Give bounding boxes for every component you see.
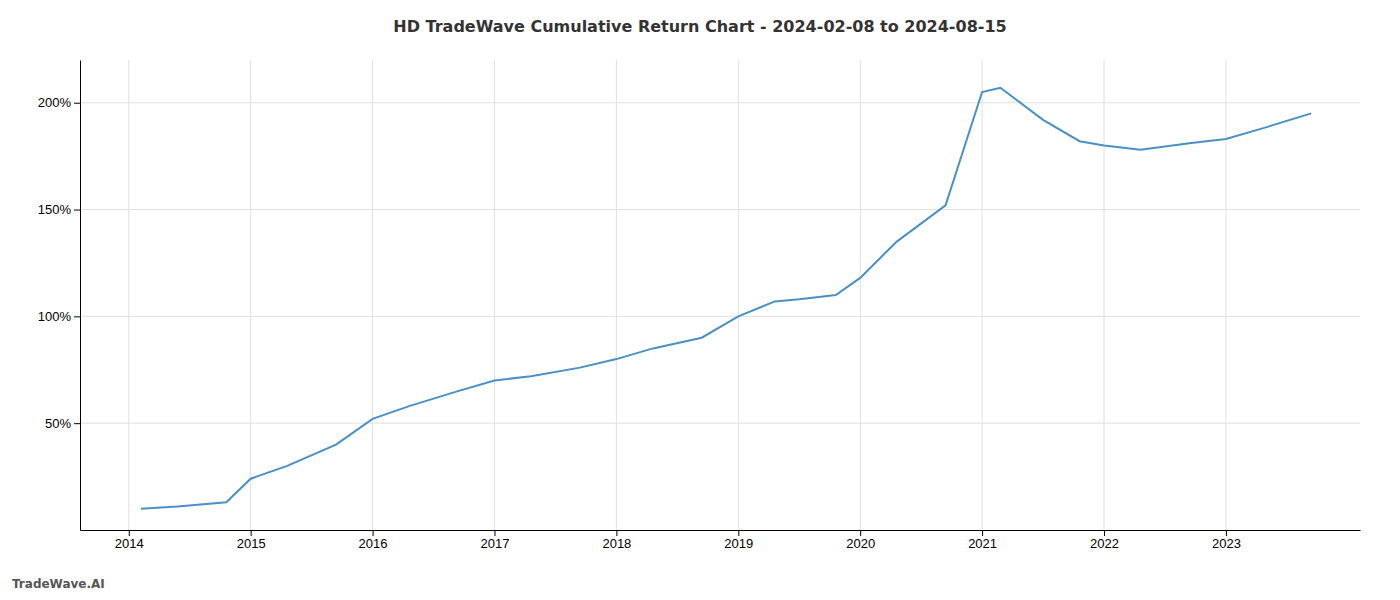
grid-line	[1104, 60, 1105, 530]
x-axis: 2014 2015 2016 2017 2018 2019 2020 2021 2022 2023	[81, 530, 1361, 551]
x-tick-mark	[129, 530, 130, 536]
x-tick-label: 2016	[359, 536, 388, 551]
y-tick-label: 50%	[45, 416, 71, 431]
grid-line	[128, 60, 129, 530]
x-tick: 2020	[846, 530, 875, 551]
x-tick-mark	[738, 530, 739, 536]
x-tick-mark	[860, 530, 861, 536]
x-tick: 2015	[237, 530, 266, 551]
x-tick-mark	[373, 530, 374, 536]
title: HD TradeWave Cumulative Return Chart - 2…	[393, 17, 1006, 36]
grid-line	[372, 60, 373, 530]
y-tick-mark	[74, 316, 80, 317]
grid-line	[860, 60, 861, 530]
y-axis: 50% 100% 150% 200%	[38, 61, 81, 531]
x-tick-label: 2017	[481, 536, 510, 551]
y-axis-line	[80, 61, 81, 531]
y-tick-mark	[74, 423, 80, 424]
annotation: TradeWave.AI	[12, 577, 105, 591]
grid-line	[80, 102, 1360, 103]
x-tick-mark	[982, 530, 983, 536]
grid-line	[80, 316, 1360, 317]
y-tick: 50%	[45, 416, 80, 431]
x-tick: 2016	[359, 530, 388, 551]
x-tick-label: 2015	[237, 536, 266, 551]
y-tick-label: 200%	[38, 95, 72, 110]
x-tick: 2021	[968, 530, 997, 551]
x-tick: 2018	[602, 530, 631, 551]
x-tick-mark	[1104, 530, 1105, 536]
x-tick-mark	[251, 530, 252, 536]
y-tick-label: 100%	[38, 309, 72, 324]
data-line	[141, 88, 1311, 509]
x-tick-label: 2018	[602, 536, 631, 551]
x-tick: 2022	[1090, 530, 1119, 551]
plot-area	[141, 88, 1311, 509]
y-tick: 150%	[38, 202, 80, 217]
x-tick: 2023	[1212, 530, 1241, 551]
grid-line	[1225, 60, 1226, 530]
y-tick: 100%	[38, 309, 80, 324]
x-tick-label: 2019	[724, 536, 753, 551]
x-tick: 2017	[481, 530, 510, 551]
y-tick-label: 150%	[38, 202, 72, 217]
grid-line	[616, 60, 617, 530]
grid-line	[250, 60, 251, 530]
x-tick-label: 2021	[968, 536, 997, 551]
x-tick: 2014	[115, 530, 144, 551]
chart: 2014 2015 2016 2017 2018 2019 2020 2021 2022 2023…	[0, 0, 1400, 600]
y-tick-mark	[74, 210, 80, 211]
x-tick-label: 2020	[846, 536, 875, 551]
x-tick-mark	[494, 530, 495, 536]
grid-line	[494, 60, 495, 530]
x-tick-label: 2014	[115, 536, 144, 551]
grid-line	[982, 60, 983, 530]
y-tick-mark	[74, 103, 80, 104]
grid	[80, 60, 1360, 530]
x-tick: 2019	[724, 530, 753, 551]
x-tick-mark	[1226, 530, 1227, 536]
x-tick-label: 2022	[1090, 536, 1119, 551]
grid-line	[80, 423, 1360, 424]
grid-line	[738, 60, 739, 530]
x-axis-line	[81, 530, 1361, 531]
x-tick-label: 2023	[1212, 536, 1241, 551]
y-tick: 200%	[38, 95, 80, 110]
grid-line	[80, 209, 1360, 210]
x-tick-mark	[616, 530, 617, 536]
